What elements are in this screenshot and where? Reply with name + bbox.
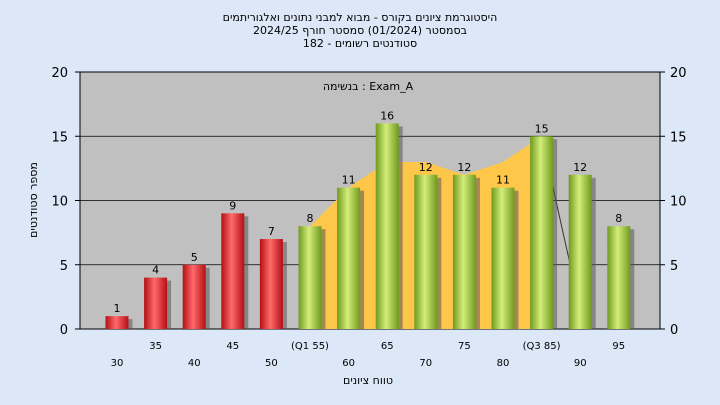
data-label: 9 <box>229 199 236 212</box>
y-tick-label: 10 <box>51 195 68 210</box>
y-tick-label: 20 <box>51 66 68 81</box>
y2-tick-label: 15 <box>670 130 687 145</box>
data-label: 11 <box>342 174 356 187</box>
bar-75 <box>452 174 476 329</box>
x-tick-label: 45 <box>226 341 239 352</box>
data-label: 11 <box>496 174 510 187</box>
data-label: 1 <box>114 302 121 315</box>
chart-title-line-3: 182 - סטודנטים רשומים <box>303 37 417 50</box>
data-label: 7 <box>268 225 275 238</box>
bar-70 <box>414 174 438 329</box>
bar-50 <box>259 239 283 329</box>
data-label: 8 <box>307 212 314 225</box>
data-label: 5 <box>191 251 198 264</box>
data-label: 15 <box>535 122 549 135</box>
chart-annotation: בנשימה : Exam_A <box>323 80 414 93</box>
bar-80 <box>491 187 515 329</box>
bar-45 <box>221 213 245 329</box>
x-tick-label: 90 <box>574 358 587 369</box>
bar-30 <box>105 316 129 329</box>
x-tick-label: 30 <box>111 358 124 369</box>
x-tick-label: 40 <box>188 358 201 369</box>
x-tick-label: 80 <box>497 358 510 369</box>
data-label: 12 <box>419 161 433 174</box>
bar-60 <box>337 187 361 329</box>
bar-65 <box>375 123 399 330</box>
y-tick-label: 5 <box>60 259 68 274</box>
data-label: 4 <box>152 264 159 277</box>
x-tick-label: 60 <box>342 358 355 369</box>
x-tick-label: 70 <box>419 358 432 369</box>
y-tick-label: 15 <box>51 130 68 145</box>
bar-95 <box>607 226 631 329</box>
bar-Q385 <box>530 136 554 329</box>
chart-title-line-2: בסמסטר (01/2024) סמסטר חורף 2024/25 <box>253 24 467 37</box>
y-tick-label: 0 <box>60 323 68 338</box>
data-label: 16 <box>380 109 394 122</box>
data-label: 12 <box>457 161 471 174</box>
x-axis-label: טווח ציונים <box>343 374 393 387</box>
x-tick-label: 50 <box>265 358 278 369</box>
x-tick-label: (Q3 85) <box>523 341 561 352</box>
data-label: 8 <box>615 212 622 225</box>
x-tick-label: 35 <box>149 341 162 352</box>
x-tick-label: 75 <box>458 341 471 352</box>
x-tick-label: 95 <box>612 341 625 352</box>
bar-35 <box>144 277 168 329</box>
bar-90 <box>568 174 592 329</box>
y2-tick-label: 0 <box>670 323 678 338</box>
y2-tick-label: 10 <box>670 195 687 210</box>
y2-tick-label: 5 <box>670 259 678 274</box>
data-label: 12 <box>573 161 587 174</box>
chart-title-line-1: היסטוגרמת ציונים בקורס - מבוא למבני נתונ… <box>223 11 498 24</box>
x-tick-label: 65 <box>381 341 394 352</box>
y2-tick-label: 20 <box>670 66 687 81</box>
x-tick-label: (Q1 55) <box>291 341 329 352</box>
y-axis-label: מספר סטודנטים <box>27 162 40 238</box>
bar-Q155 <box>298 226 322 329</box>
bar-40 <box>182 264 206 329</box>
